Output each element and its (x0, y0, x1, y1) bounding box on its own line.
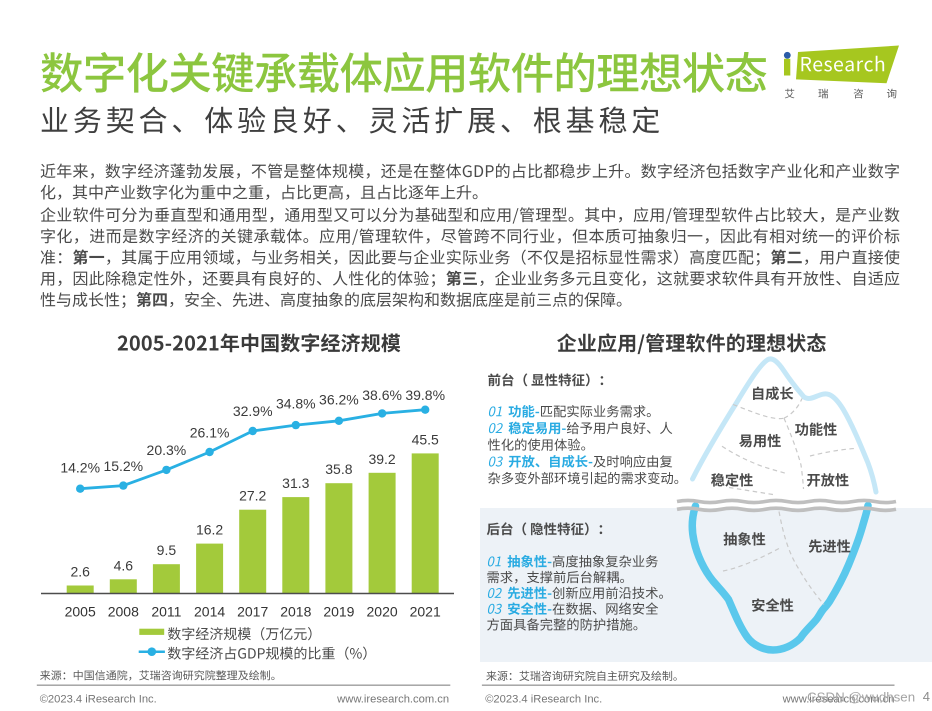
svg-text:CSDN @wudhsen: CSDN @wudhsen (807, 689, 915, 704)
svg-text:4: 4 (923, 689, 930, 704)
svg-text:2014: 2014 (194, 604, 225, 620)
svg-text:35.8: 35.8 (325, 461, 352, 477)
svg-text:©2023.4 iResearch Inc.: ©2023.4 iResearch Inc. (40, 694, 157, 706)
svg-text:www.iresearch.com.cn: www.iresearch.com.cn (336, 694, 449, 706)
svg-text:4.6: 4.6 (114, 557, 134, 573)
svg-text:2021: 2021 (410, 604, 441, 620)
svg-text:2008: 2008 (108, 604, 139, 620)
svg-text:20.3%: 20.3% (147, 442, 187, 458)
svg-text:36.2%: 36.2% (319, 392, 359, 408)
svg-text:©2023.4 iResearch Inc.: ©2023.4 iResearch Inc. (485, 694, 602, 706)
svg-text:39.2: 39.2 (368, 451, 395, 467)
svg-text:32.9%: 32.9% (233, 403, 273, 419)
svg-text:26.1%: 26.1% (190, 424, 230, 440)
svg-text:2.6: 2.6 (70, 564, 90, 580)
svg-text:34.8%: 34.8% (276, 396, 316, 412)
svg-text:14.2%: 14.2% (60, 459, 100, 475)
svg-text:2019: 2019 (323, 604, 354, 620)
svg-text:27.2: 27.2 (239, 488, 266, 504)
svg-text:2020: 2020 (367, 604, 398, 620)
svg-text:2018: 2018 (280, 604, 311, 620)
svg-text:39.8%: 39.8% (405, 387, 445, 403)
svg-text:9.5: 9.5 (157, 542, 177, 558)
svg-text:www.iresearch.com.cn: www.iresearch.com.cn (782, 694, 895, 706)
svg-text:2011: 2011 (151, 604, 181, 620)
svg-text:2005: 2005 (65, 604, 96, 620)
svg-text:31.3: 31.3 (282, 475, 309, 491)
svg-text:38.6%: 38.6% (362, 387, 402, 403)
svg-text:15.2%: 15.2% (103, 458, 143, 474)
svg-text:45.5: 45.5 (412, 431, 439, 447)
svg-text:2017: 2017 (237, 604, 268, 620)
svg-text:16.2: 16.2 (196, 522, 223, 538)
